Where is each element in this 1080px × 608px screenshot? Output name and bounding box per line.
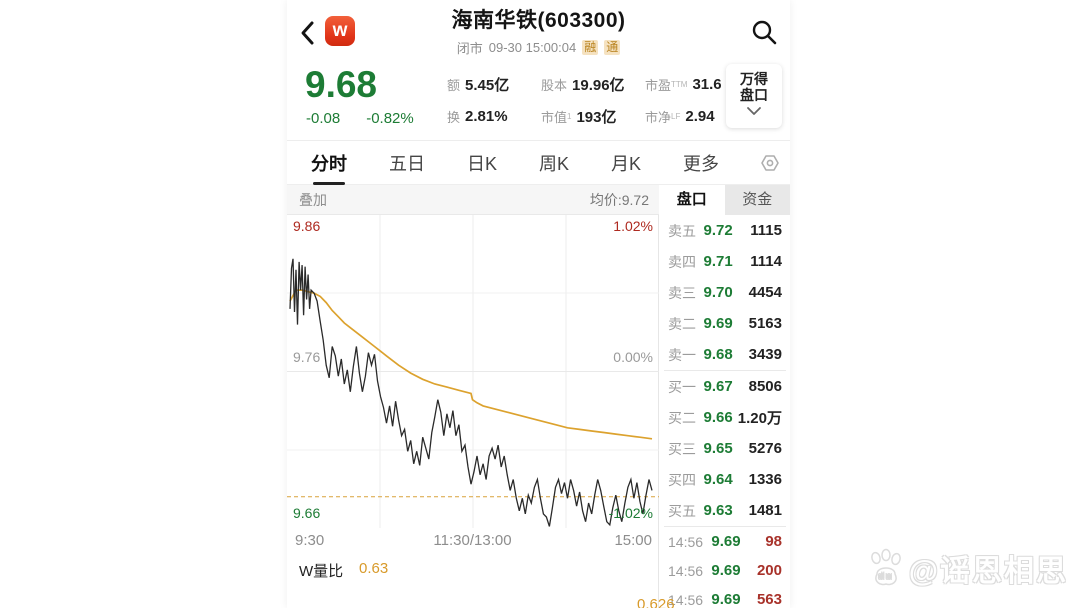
market-status-row: 闭市 09-30 15:00:04 融 通 <box>367 38 710 57</box>
price-line <box>289 258 653 527</box>
quote-datetime: 09-30 15:00:04 <box>488 40 577 55</box>
wind-logo-icon[interactable]: w <box>325 16 355 46</box>
volume-ratio-label[interactable]: W量比 <box>299 563 344 580</box>
order-book-panel: 卖五 9.72 1115 卖四 9.71 1114 卖三 9.70 4454 卖… <box>660 215 790 608</box>
buy-3-row[interactable]: 买三 9.65 5276 <box>668 440 782 457</box>
sell-1-row[interactable]: 卖一 9.68 3439 <box>668 346 782 363</box>
tab-5day[interactable]: 五日 <box>389 153 425 174</box>
segment-funds[interactable]: 资金 <box>742 190 773 208</box>
chart-header-strip: 叠加 均价:9.72 盘口 资金 <box>287 184 790 215</box>
tab-intraday[interactable]: 分时 <box>309 142 349 185</box>
app-header: w 海南华铁(603300) 闭市 09-30 15:00:04 融 通 <box>287 0 790 62</box>
sell-3-row[interactable]: 卖三 9.70 4454 <box>668 284 782 301</box>
y-axis-bottom-price: 9.66 <box>293 505 321 521</box>
buy-4-row[interactable]: 买四 9.64 1336 <box>668 471 782 488</box>
intraday-chart-zone: 9.86 1.02% 9.76 0.00% 9.66 -1.02% 9:30 1… <box>287 215 675 608</box>
volume-ratio-header: W量比 0.63 0.626 <box>287 556 675 608</box>
overlay-button[interactable]: 叠加 <box>299 191 327 208</box>
last-price: 9.68 <box>305 64 378 105</box>
main-area: 9.86 1.02% 9.76 0.00% 9.66 -1.02% 9:30 1… <box>287 215 790 608</box>
paw-icon: du <box>870 548 901 586</box>
chart-settings-button[interactable] <box>759 152 781 174</box>
search-button[interactable] <box>750 18 778 46</box>
trade-tick-row[interactable]: 14:56 9.69 98 <box>668 533 782 550</box>
sell-2-row[interactable]: 卖二 9.69 5163 <box>668 315 782 332</box>
tab-weekly-k[interactable]: 周K <box>539 153 570 174</box>
price-change-pct: -0.82% <box>366 110 414 127</box>
avg-price-label: 均价:9.72 <box>589 191 649 208</box>
sell-4-row[interactable]: 卖四 9.71 1114 <box>668 253 782 270</box>
y-axis-top-price: 9.86 <box>293 218 321 234</box>
intraday-plot[interactable]: 9.86 1.02% 9.76 0.00% 9.66 -1.02% <box>287 215 659 528</box>
tab-daily-k[interactable]: 日K <box>467 153 498 174</box>
sell-5-row[interactable]: 卖五 9.72 1115 <box>668 222 782 239</box>
time-axis-open: 9:30 <box>295 532 325 549</box>
stock-app-window: w 海南华铁(603300) 闭市 09-30 15:00:04 融 通 9.6… <box>287 0 790 608</box>
stats-grid: 额 5.45亿 股本 19.96亿 市盈 TTM 31.6 换 2.81% 市值 1 <box>447 68 722 132</box>
buy-1-row[interactable]: 买一 9.67 8506 <box>668 378 782 395</box>
volume-ratio-value: 0.63 <box>359 560 389 577</box>
watermark-text: @谣恩相思 <box>908 555 1068 588</box>
change-row: -0.08 -0.82% <box>306 110 414 127</box>
stat-pe: 市盈 TTM 31.6 <box>645 75 722 93</box>
volume-ratio-last-value: 0.626 <box>637 596 675 608</box>
stat-amount: 额 5.45亿 <box>447 76 510 94</box>
price-change: -0.08 <box>306 110 341 127</box>
tab-monthly-k[interactable]: 月K <box>611 153 642 174</box>
y-axis-bottom-pct: -1.02% <box>608 505 653 521</box>
stat-shares: 股本 19.96亿 <box>541 76 625 94</box>
order-book-separator <box>664 370 786 371</box>
back-chevron-icon <box>301 21 314 45</box>
page-title: 海南华铁(603300) <box>451 9 626 32</box>
baidu-watermark: du @谣恩相思 <box>865 546 1068 590</box>
trade-tick-row[interactable]: 14:56 9.69 200 <box>668 562 782 579</box>
ticks-separator <box>664 526 786 527</box>
time-axis-close: 15:00 <box>614 532 652 549</box>
y-axis-mid-pct: 0.00% <box>613 349 653 365</box>
market-status: 闭市 <box>456 41 483 56</box>
y-axis-top-pct: 1.02% <box>613 218 653 234</box>
intraday-chart-svg <box>287 215 659 528</box>
chart-tab-bar: 分时 五日 日K 周K 月K 更多 <box>287 141 790 185</box>
margin-badge: 融 <box>582 40 599 55</box>
average-price-line <box>289 289 653 440</box>
stat-mktcap: 市值 1 193亿 <box>541 108 617 126</box>
trade-tick-row[interactable]: 14:56 9.69 563 <box>668 591 782 608</box>
time-axis-midday: 11:30/13:00 <box>433 532 512 549</box>
right-panel-segmented-control: 盘口 资金 <box>659 184 790 215</box>
svg-text:du: du <box>878 571 893 581</box>
chevron-down-icon <box>747 107 761 115</box>
divider <box>287 140 790 141</box>
search-icon <box>752 20 777 45</box>
settings-hexagon-icon <box>761 154 779 171</box>
stat-turnover: 换 2.81% <box>447 107 508 125</box>
buy-5-row[interactable]: 买五 9.63 1481 <box>668 502 782 519</box>
stat-pb: 市净 LF 2.94 <box>645 107 715 125</box>
time-axis: 9:30 11:30/13:00 15:00 <box>287 528 658 554</box>
back-button[interactable] <box>295 18 323 48</box>
y-axis-mid-price: 9.76 <box>293 349 321 365</box>
quote-section: 9.68 -0.08 -0.82% 额 5.45亿 股本 19.96亿 市盈 TT… <box>287 62 790 140</box>
segment-order-book[interactable]: 盘口 <box>659 184 725 215</box>
title-block: 海南华铁(603300) 闭市 09-30 15:00:04 融 通 <box>367 4 710 57</box>
connect-badge: 通 <box>604 40 621 55</box>
tab-more[interactable]: 更多 <box>683 153 720 174</box>
buy-2-row[interactable]: 买二 9.66 1.20万 <box>668 409 782 427</box>
wind-depth-button[interactable]: 万得 盘口 <box>726 64 782 128</box>
